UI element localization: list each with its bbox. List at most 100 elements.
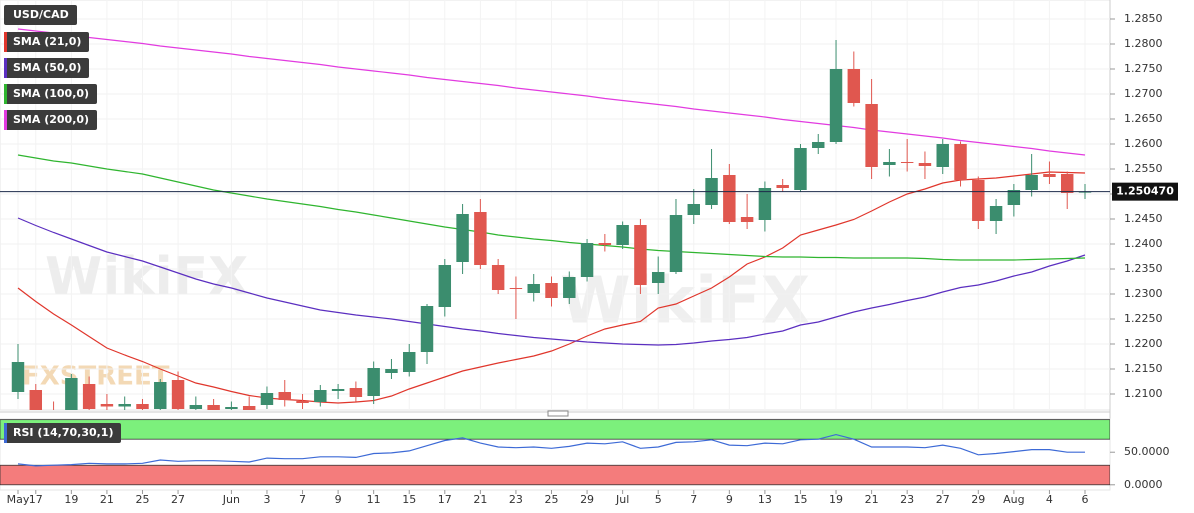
- legend-item: SMA (100,0): [4, 84, 98, 104]
- y-tick-label: 1.2100: [1124, 387, 1163, 400]
- rsi-band: [0, 464, 1110, 486]
- candle-body: [29, 390, 43, 410]
- candle-body: [669, 215, 683, 272]
- candle-body: [545, 283, 558, 298]
- candle-body: [580, 243, 594, 277]
- candle-body: [314, 390, 327, 402]
- x-tick-label: 25: [545, 493, 559, 506]
- x-tick-label: 17: [29, 493, 43, 506]
- candle-body: [296, 401, 309, 403]
- x-tick-label: 11: [367, 493, 381, 506]
- candle-body: [865, 104, 878, 167]
- sma-line: [17, 217, 1086, 346]
- candle-body: [723, 175, 736, 222]
- legend-label: SMA (200,0): [13, 113, 90, 126]
- y-tick-label: 1.2400: [1124, 237, 1163, 250]
- candle-body: [118, 404, 131, 407]
- x-tick-label: 15: [402, 493, 416, 506]
- y-tick-label: 1.2800: [1124, 37, 1163, 50]
- legend-swatch: [4, 423, 7, 443]
- legend-label: SMA (50,0): [13, 61, 82, 74]
- legend-label: SMA (100,0): [13, 87, 90, 100]
- candle-body: [1043, 174, 1056, 177]
- candle-body: [918, 163, 932, 166]
- x-tick-label: 23: [509, 493, 523, 506]
- candle-body: [403, 352, 416, 372]
- axes: 1.2100 1.2150 1.2200 1.2250 1.2300 1.2350 1.24…: [0, 12, 1178, 506]
- watermark: WikiFX: [45, 247, 248, 307]
- candle-body: [812, 142, 825, 148]
- candle-body: [420, 306, 434, 352]
- last-price-box: [1112, 182, 1178, 201]
- x-tick-label: 25: [135, 493, 149, 506]
- y-tick-label: 1.2700: [1124, 87, 1163, 100]
- y-tick-label: 1.2350: [1124, 262, 1163, 275]
- x-tick-label: Jul: [615, 493, 629, 506]
- rsi-legend: RSI (14,70,30,1): [4, 423, 122, 443]
- candle-body: [456, 214, 469, 262]
- candle-body: [438, 265, 452, 307]
- legend-item: SMA (21,0): [4, 32, 90, 52]
- x-tick-label: 3: [263, 493, 270, 506]
- candle-body: [136, 404, 149, 409]
- panel-handle[interactable]: [547, 410, 569, 417]
- x-tick-label: 17: [438, 493, 452, 506]
- candle-body: [367, 368, 380, 396]
- candle-body: [936, 144, 949, 167]
- x-tick-label: 7: [299, 493, 306, 506]
- legend-swatch: [4, 84, 7, 104]
- legend-label: RSI (14,70,30,1): [13, 426, 114, 439]
- legend-item: USD/CAD: [4, 5, 77, 25]
- candle-body: [900, 162, 914, 163]
- candle-body: [954, 144, 967, 180]
- candle-body: [171, 380, 185, 409]
- x-tick-label: 5: [655, 493, 662, 506]
- x-tick-label: 7: [690, 493, 697, 506]
- y-tick-label: 1.2300: [1124, 287, 1163, 300]
- x-tick-label: 4: [1046, 493, 1053, 506]
- candle-body: [776, 185, 789, 188]
- y-tick-label: 1.2600: [1124, 137, 1163, 150]
- y-tick-label: 1.2850: [1124, 12, 1163, 25]
- candle-body: [207, 405, 220, 410]
- x-tick-label: Jun: [222, 493, 240, 506]
- y-tick-label: 1.2650: [1124, 112, 1163, 125]
- candle-body: [278, 392, 291, 400]
- candle-body: [1025, 175, 1038, 190]
- legend-item: SMA (200,0): [4, 110, 98, 130]
- candle-body: [740, 217, 754, 222]
- sma-line: [17, 171, 1086, 404]
- candle-body: [651, 272, 665, 283]
- candle-body: [331, 389, 345, 391]
- x-tick-label: 21: [100, 493, 114, 506]
- candle-body: [47, 414, 59, 419]
- legend-swatch: [4, 32, 7, 52]
- x-tick-label: May: [7, 493, 30, 506]
- y-tick-label: 0.0000: [1124, 478, 1163, 491]
- x-tick-label: 19: [829, 493, 843, 506]
- rsi-line: [17, 433, 1085, 467]
- candle-body: [349, 388, 363, 397]
- candle-body: [687, 204, 700, 215]
- candle-body: [385, 369, 398, 373]
- legend-label: SMA (21,0): [13, 35, 82, 48]
- candle-body: [972, 180, 985, 221]
- candle-body: [563, 277, 576, 298]
- candle-body: [509, 288, 523, 289]
- x-tick-label: 27: [936, 493, 950, 506]
- sma-line: [17, 28, 1086, 156]
- last-price-label: 1.250470: [1116, 185, 1174, 198]
- x-tick-label: 29: [971, 493, 985, 506]
- candle-body: [1060, 174, 1074, 193]
- y-tick-label: 50.0000: [1124, 445, 1170, 458]
- candle-body: [242, 406, 256, 410]
- y-tick-label: 1.2150: [1124, 362, 1163, 375]
- y-tick-label: 1.2200: [1124, 337, 1163, 350]
- x-tick-label: 21: [865, 493, 879, 506]
- candle-body: [260, 393, 274, 405]
- candle-body: [598, 243, 612, 245]
- y-tick-label: 1.2750: [1124, 62, 1163, 75]
- legend-item: SMA (50,0): [4, 58, 90, 78]
- candle-body: [474, 212, 487, 265]
